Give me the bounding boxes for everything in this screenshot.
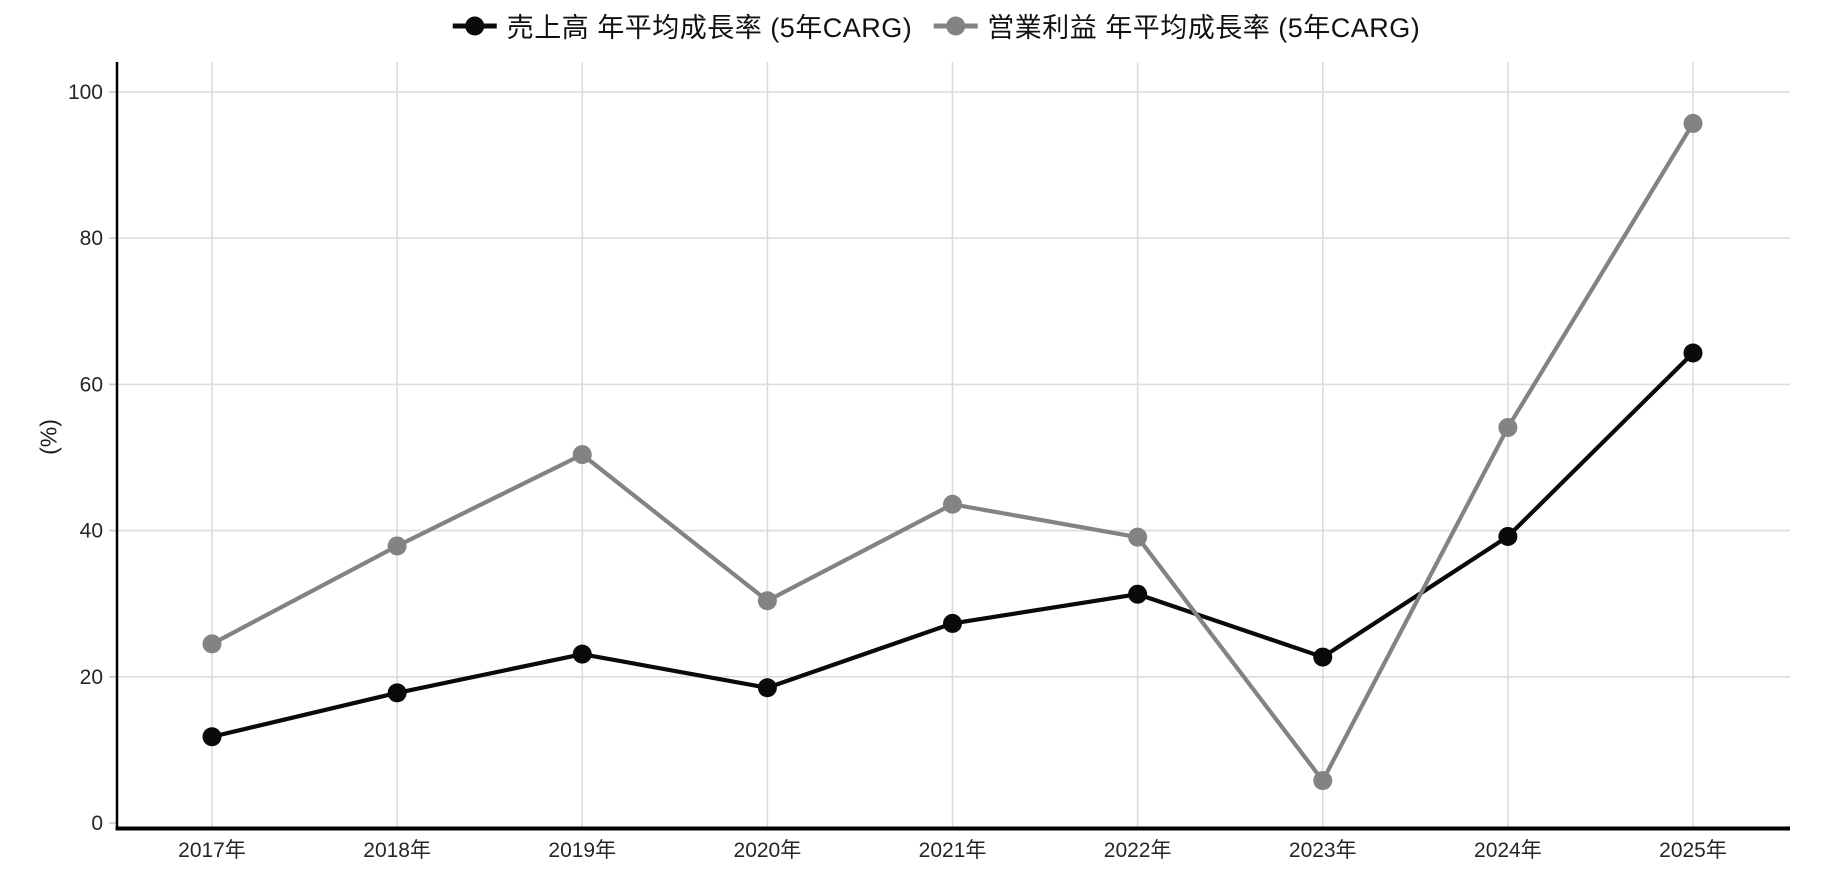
data-point-marker <box>1128 527 1148 547</box>
data-point-marker <box>943 613 962 633</box>
data-point-marker <box>1313 647 1333 667</box>
data-point-marker <box>387 536 407 556</box>
legend-item-0: 売上高 年平均成長率 (5年CARG) <box>452 6 913 45</box>
x-tick-label: 2023年 <box>1289 839 1357 862</box>
y-tick-label: 100 <box>68 81 103 104</box>
data-point-marker <box>202 727 222 747</box>
data-point-marker <box>202 634 222 654</box>
legend-label: 売上高 年平均成長率 (5年CARG) <box>506 13 913 43</box>
y-tick-label: 60 <box>80 373 103 396</box>
x-tick-label: 2022年 <box>1104 839 1172 862</box>
y-tick-label: 80 <box>80 227 103 250</box>
x-tick-label: 2018年 <box>363 839 431 862</box>
legend-marker-icon <box>933 16 978 35</box>
data-point-marker <box>1683 113 1703 133</box>
x-tick-label: 2019年 <box>548 839 616 862</box>
data-point-marker <box>1313 771 1333 791</box>
data-point-marker <box>1498 418 1518 438</box>
x-tick-label: 2020年 <box>734 839 802 862</box>
legend-dot <box>945 16 965 35</box>
x-tick-label: 2017年 <box>178 839 246 862</box>
chart-legend: 売上高 年平均成長率 (5年CARG) 営業利益 年平均成長率 (5年CARG) <box>452 6 1421 45</box>
y-tick-label: 0 <box>91 812 103 835</box>
data-point-marker <box>757 591 777 611</box>
data-point-marker <box>572 644 592 664</box>
data-point-marker <box>1498 526 1518 546</box>
data-point-marker <box>572 445 592 465</box>
data-point-marker <box>1683 343 1703 363</box>
x-tick-label: 2024年 <box>1474 839 1542 862</box>
x-tick-label: 2021年 <box>919 839 987 862</box>
legend-dot <box>465 16 485 35</box>
legend-marker-icon <box>452 16 497 35</box>
data-point-marker <box>943 494 962 514</box>
data-point-marker <box>757 678 777 698</box>
y-tick-label: 40 <box>80 520 103 543</box>
data-point-marker <box>387 683 407 703</box>
y-tick-label: 20 <box>80 666 103 689</box>
data-point-marker <box>1128 584 1148 604</box>
legend-item-1: 営業利益 年平均成長率 (5年CARG) <box>932 6 1420 45</box>
x-tick-label: 2025年 <box>1659 839 1727 862</box>
legend-label: 営業利益 年平均成長率 (5年CARG) <box>987 13 1421 43</box>
